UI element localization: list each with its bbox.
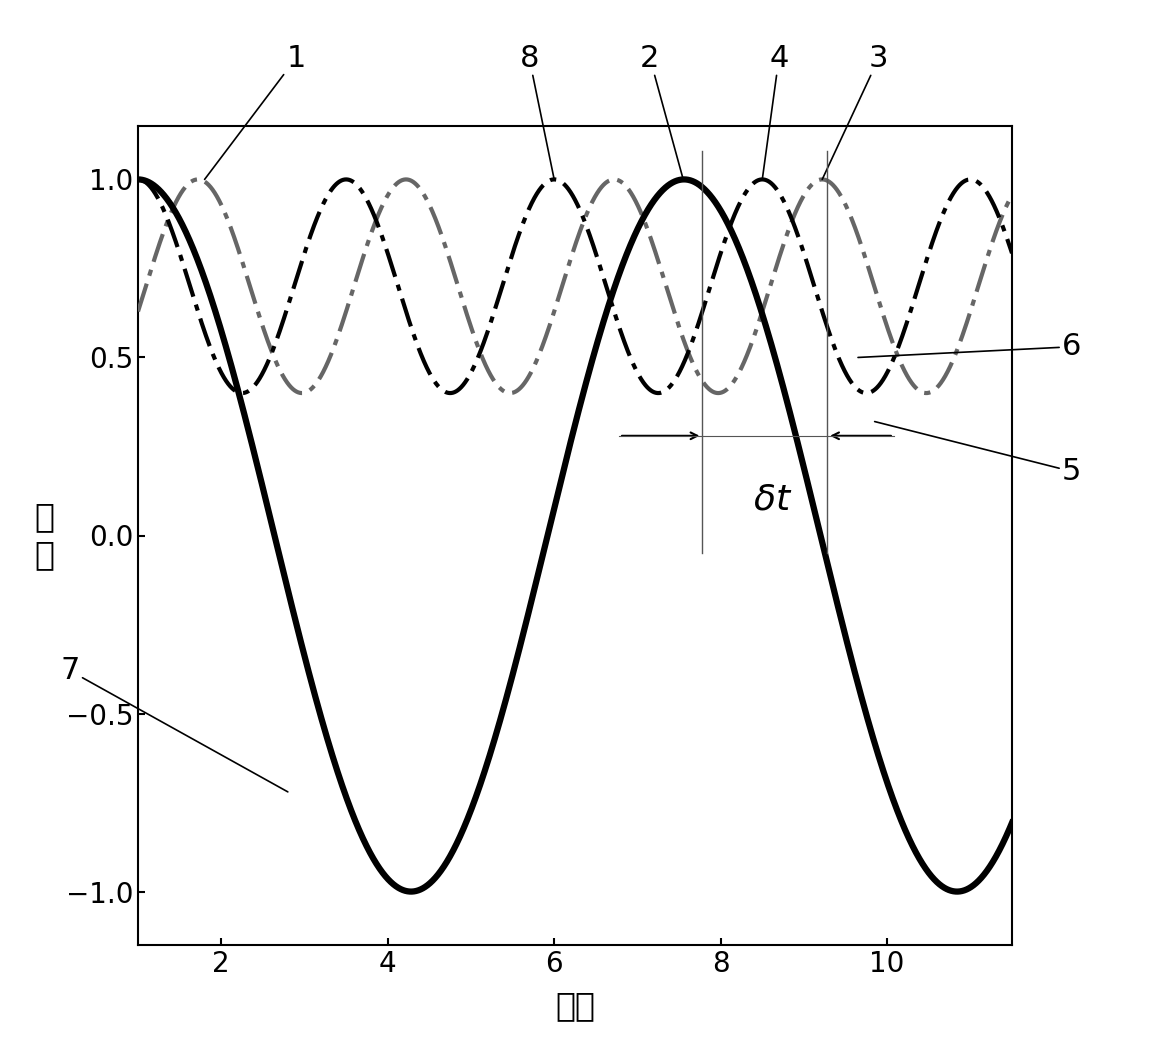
X-axis label: 时间: 时间 (555, 989, 595, 1022)
Text: 1: 1 (205, 44, 306, 180)
Text: 7: 7 (60, 656, 288, 792)
Text: 5: 5 (875, 421, 1081, 486)
Text: 3: 3 (822, 44, 889, 180)
Text: 2: 2 (641, 44, 683, 180)
Text: $\delta t$: $\delta t$ (753, 482, 792, 517)
Y-axis label: 幅
度: 幅 度 (34, 500, 55, 571)
Text: 8: 8 (520, 44, 554, 180)
Text: 4: 4 (762, 44, 789, 180)
Text: 6: 6 (858, 332, 1081, 361)
